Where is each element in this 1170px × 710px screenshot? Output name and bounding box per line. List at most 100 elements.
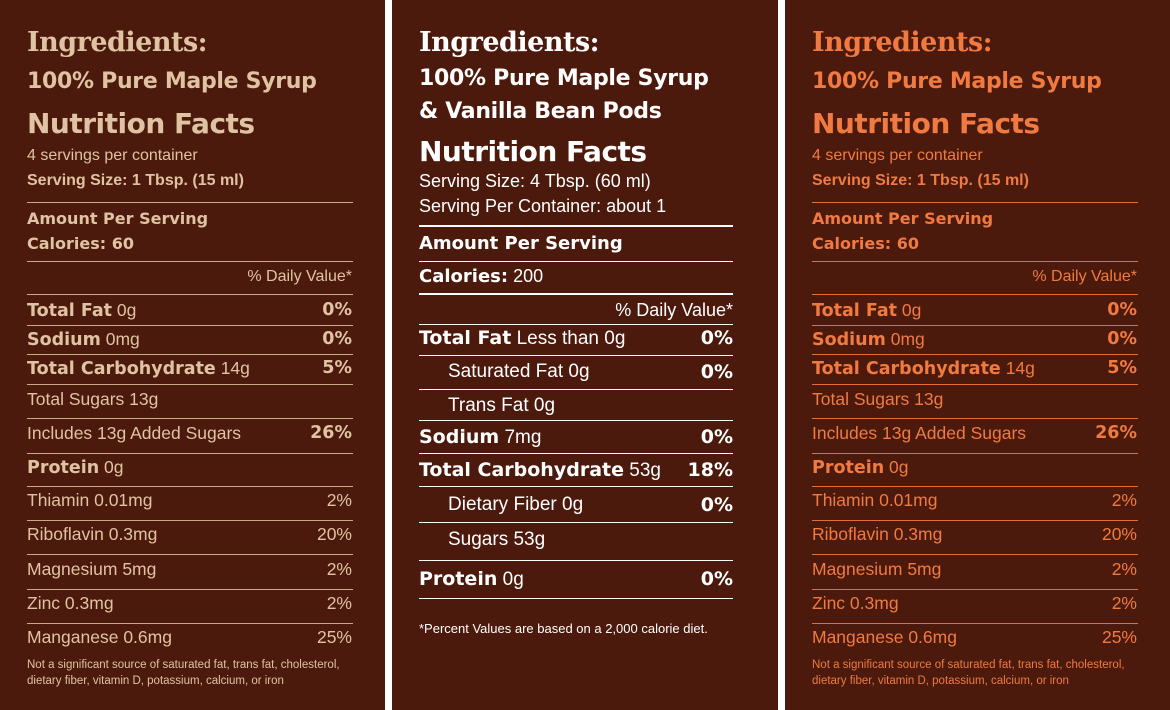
- divider: [27, 554, 353, 555]
- nutrient-name: Dietary Fiber 0g: [448, 494, 584, 515]
- divider: [27, 453, 353, 454]
- nutrient-name: Riboflavin 0.3mg: [27, 524, 158, 544]
- nutrient-name: Total Carbohydrate: [419, 459, 624, 481]
- daily-value-percent: 26%: [1095, 423, 1137, 443]
- ingredients-heading: Ingredients:: [419, 27, 600, 58]
- divider: [419, 389, 733, 390]
- daily-value-percent: 0%: [700, 327, 733, 349]
- calories-line: Calories: 200: [419, 266, 543, 287]
- nutrient-amount: 0g: [889, 457, 909, 477]
- daily-value-percent: 2%: [326, 559, 352, 579]
- nutrient-name: Magnesium 5mg: [812, 559, 942, 579]
- daily-value-percent: 0%: [700, 361, 733, 383]
- nutrient-name: Zinc 0.3mg: [27, 593, 114, 613]
- nutrient-amount: 0g: [502, 569, 524, 590]
- nutrient-name: Total Carbohydrate: [27, 359, 216, 379]
- nutrient-amount: Less than 0g: [516, 328, 626, 349]
- divider: [812, 589, 1138, 590]
- divider: [27, 486, 353, 487]
- daily-value-percent: 25%: [1101, 627, 1137, 647]
- footnote: Not a significant source of saturated fa…: [812, 659, 1125, 687]
- daily-value-percent: 0%: [700, 426, 733, 448]
- daily-value-header: % Daily Value*: [1032, 268, 1137, 285]
- nutrient-name: Magnesium 5mg: [27, 559, 157, 579]
- divider: [419, 522, 733, 523]
- nutrient-name: Protein: [812, 458, 885, 478]
- amount-per-serving: Amount Per Serving: [812, 209, 994, 228]
- nutrient-name: Protein: [27, 458, 100, 478]
- divider: [812, 294, 1138, 295]
- servings-per-container: 4 servings per container: [27, 147, 198, 164]
- divider: [812, 261, 1138, 262]
- daily-value-percent: 0%: [1107, 300, 1137, 320]
- servings-per-container: Serving Per Container: about 1: [419, 196, 667, 216]
- nutrient-name: Total Fat: [812, 301, 898, 321]
- nutrient-amount: 7mg: [504, 427, 542, 448]
- nutrition-facts-title: Nutrition Facts: [27, 107, 255, 140]
- serving-size: Serving Size: 1 Tbsp. (15 ml): [27, 172, 244, 189]
- amount-per-serving: Amount Per Serving: [27, 209, 209, 228]
- divider: [27, 384, 353, 385]
- nutrient-label: Protein 0g: [419, 568, 524, 591]
- nutrient-name: Total Fat: [27, 301, 113, 321]
- nutrient-label: Magnesium 5mg: [812, 559, 941, 580]
- calories-label: Calories:: [419, 266, 509, 287]
- divider: [812, 325, 1138, 326]
- nutrient-label: Zinc 0.3mg: [812, 593, 899, 614]
- nutrient-name: Trans Fat 0g: [448, 395, 556, 416]
- daily-value-percent: 0%: [700, 494, 733, 516]
- nutrient-name: Includes 13g Added Sugars: [27, 423, 242, 443]
- divider: [419, 293, 733, 295]
- divider: [419, 598, 733, 599]
- nutrition-facts-title: Nutrition Facts: [812, 107, 1040, 140]
- ingredients-product-line1: 100% Pure Maple Syrup: [419, 66, 709, 91]
- nutrient-name: Includes 13g Added Sugars: [812, 423, 1027, 443]
- nutrient-amount: 14g: [220, 358, 250, 378]
- nutrient-amount: 0mg: [890, 329, 925, 349]
- footnote: Not a significant source of saturated fa…: [27, 659, 340, 687]
- nutrient-name: Manganese 0.6mg: [27, 627, 172, 647]
- divider: [419, 420, 733, 421]
- divider: [812, 453, 1138, 454]
- divider: [27, 325, 353, 326]
- nutrient-label: Total Carbohydrate 14g: [27, 358, 250, 379]
- nutrient-label: Protein 0g: [812, 457, 909, 478]
- ingredients-product: 100% Pure Maple Syrup: [812, 69, 1102, 94]
- divider: [812, 520, 1138, 521]
- nutrient-name: Total Sugars 13g: [27, 389, 159, 409]
- nutrient-label: Trans Fat 0g: [448, 395, 555, 417]
- daily-value-header: % Daily Value*: [247, 268, 352, 285]
- nutrient-amount: 0g: [116, 300, 137, 320]
- divider: [419, 324, 733, 325]
- divider: [812, 554, 1138, 555]
- daily-value-percent: 2%: [1111, 490, 1137, 510]
- daily-value-percent: 0%: [700, 568, 733, 590]
- daily-value-percent: 0%: [322, 329, 352, 349]
- divider: [27, 589, 353, 590]
- divider: [812, 418, 1138, 419]
- nutrient-label: Total Fat Less than 0g: [419, 327, 625, 350]
- nutrient-label: Dietary Fiber 0g: [448, 494, 583, 516]
- nutrient-name: Total Carbohydrate: [812, 359, 1001, 379]
- nutrient-label: Total Sugars 13g: [27, 389, 158, 410]
- nutrient-label: Sodium 7mg: [419, 426, 541, 449]
- nutrient-name: Riboflavin 0.3mg: [812, 524, 943, 544]
- divider: [27, 261, 353, 262]
- nutrient-label: Thiamin 0.01mg: [27, 490, 152, 511]
- nutrient-label: Includes 13g Added Sugars: [812, 423, 1026, 444]
- daily-value-percent: 20%: [1101, 524, 1137, 544]
- divider: [419, 453, 733, 454]
- nutrient-name: Sugars 53g: [448, 529, 546, 550]
- nutrient-name: Manganese 0.6mg: [812, 627, 957, 647]
- nutrient-name: Total Fat: [419, 327, 512, 349]
- daily-value-percent: 18%: [687, 459, 733, 481]
- daily-value-percent: 5%: [322, 358, 352, 378]
- nutrient-label: Sodium 0mg: [812, 329, 925, 350]
- daily-value-percent: 20%: [316, 524, 352, 544]
- daily-value-percent: 2%: [1111, 593, 1137, 613]
- divider: [812, 384, 1138, 385]
- nutrient-name: Saturated Fat 0g: [448, 361, 590, 382]
- divider: [812, 354, 1138, 355]
- nutrient-label: Magnesium 5mg: [27, 559, 156, 580]
